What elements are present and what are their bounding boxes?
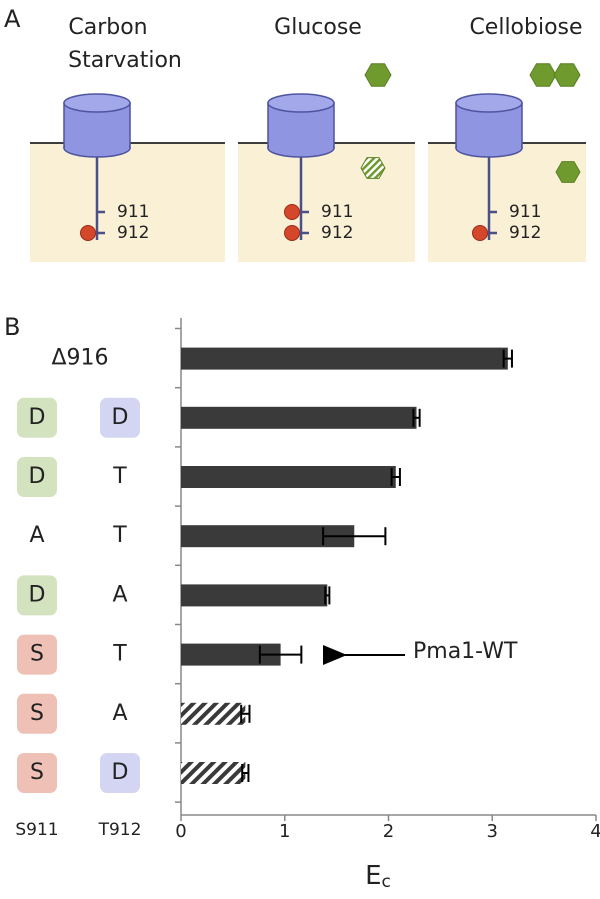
error-bar <box>412 408 421 427</box>
label-box <box>17 575 57 616</box>
error-bar <box>241 764 250 782</box>
glucose-hexagon <box>555 161 581 183</box>
x-tick-label: 0 <box>175 821 186 842</box>
bar <box>181 702 246 725</box>
bar <box>181 584 328 607</box>
phospho-dot <box>472 225 488 241</box>
cytoplasm <box>30 143 225 262</box>
label-box <box>100 397 140 438</box>
glucose-hexagon <box>364 63 392 87</box>
panel-title: Cellobiose <box>469 15 582 40</box>
glucose-hexagon <box>553 63 581 87</box>
site-label: 912 <box>321 223 353 243</box>
panel-label: B <box>4 313 20 341</box>
column-label: S911 <box>15 820 58 840</box>
column-label: T912 <box>98 820 142 840</box>
row-label: S <box>30 642 44 667</box>
site-label: 912 <box>509 223 541 243</box>
bar <box>181 643 281 666</box>
label-box <box>17 693 57 734</box>
panel-title: Starvation <box>68 48 182 73</box>
error-bar <box>390 468 401 486</box>
label-box <box>17 397 57 438</box>
panel-a: CarbonStarvation911912Glucose911912Cello… <box>30 15 586 262</box>
site-label: 911 <box>509 202 541 222</box>
bar <box>181 347 508 370</box>
x-axis-label: Ec <box>365 861 391 893</box>
row-label: T <box>112 642 127 667</box>
cylinder-top <box>63 93 131 113</box>
panel-title: Carbon <box>68 15 147 40</box>
row-label: D <box>29 582 46 607</box>
glucose-hexagon <box>360 157 386 179</box>
error-bar <box>240 704 251 723</box>
row-label: A <box>112 582 127 607</box>
site-label: 911 <box>321 202 353 222</box>
cytoplasm <box>428 143 586 262</box>
error-bar <box>502 349 513 368</box>
row-label: T <box>112 523 127 548</box>
phospho-dot <box>284 204 300 220</box>
label-box <box>100 753 140 793</box>
phospho-dot <box>80 225 96 241</box>
cylinder-top <box>267 93 335 113</box>
panel-title: Glucose <box>274 15 362 40</box>
panel-label: A <box>4 5 21 33</box>
cytoplasm <box>238 143 415 262</box>
glucose-hexagon <box>529 63 557 87</box>
error-bar <box>258 645 303 664</box>
bar <box>181 525 355 548</box>
label-box <box>17 457 57 497</box>
row-label: D <box>29 405 46 430</box>
row-label: D <box>112 760 129 785</box>
x-tick-label: 2 <box>383 821 394 842</box>
bar <box>181 466 396 488</box>
label-box <box>17 634 57 675</box>
bar <box>181 762 246 784</box>
row-label: T <box>112 464 127 489</box>
row-label: A <box>29 523 44 548</box>
row-label: D <box>29 464 46 489</box>
x-tick-label: 4 <box>590 821 600 842</box>
site-label: 912 <box>117 223 149 243</box>
annotation: Pma1-WT <box>413 639 518 664</box>
error-bar <box>324 586 331 605</box>
cylinder-top <box>455 93 523 113</box>
x-axis-label-main: E <box>365 861 381 891</box>
site-label: 911 <box>117 202 149 222</box>
x-tick-label: 3 <box>487 821 498 842</box>
row-label: A <box>112 701 127 726</box>
x-tick-label: 1 <box>279 821 290 842</box>
row-label: S <box>30 701 44 726</box>
row-label: Δ916 <box>51 346 108 371</box>
row-label: D <box>112 405 129 430</box>
panel-b: 0 1 2 3 4 S911 T912 Δ916 D D D T A T D A S T S A S D <box>15 318 600 842</box>
bar <box>181 406 417 429</box>
x-axis-label-sub: c <box>382 872 391 892</box>
label-box <box>17 753 57 793</box>
error-bar <box>322 527 387 546</box>
phospho-dot <box>284 225 300 241</box>
row-label: S <box>30 760 44 785</box>
